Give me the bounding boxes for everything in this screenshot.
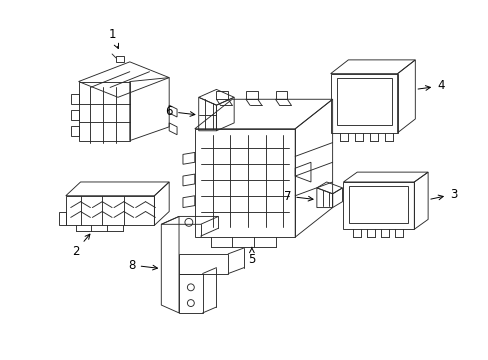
Text: 2: 2	[72, 234, 90, 258]
Text: 4: 4	[417, 80, 444, 93]
Text: 1: 1	[108, 28, 118, 49]
Text: 8: 8	[128, 258, 157, 271]
Text: 7: 7	[283, 190, 312, 203]
Text: 6: 6	[165, 105, 195, 118]
Text: 3: 3	[430, 188, 456, 201]
Text: 5: 5	[248, 247, 255, 266]
